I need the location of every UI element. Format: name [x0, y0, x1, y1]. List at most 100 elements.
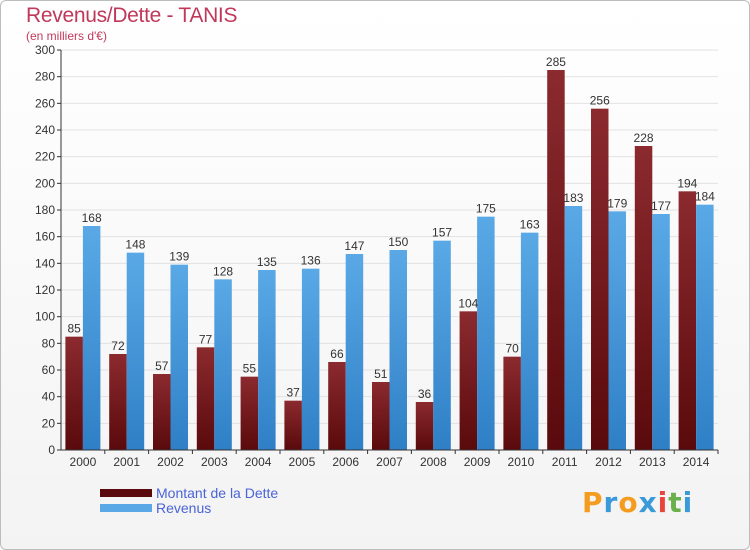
y-axis-ticks: 0 20 40 60 80 100 120 140 160 180 200 220 240 260 280 3… [35, 43, 61, 457]
data-label-debt: 51 [374, 367, 388, 381]
x-tick-label: 2004 [245, 455, 272, 469]
bar-debt [591, 108, 609, 451]
logo-letter: o [618, 486, 639, 519]
bar-revenue [301, 268, 320, 450]
proxiti-logo: Proxiti [582, 486, 693, 519]
data-label-debt: 57 [155, 359, 169, 373]
bar-debt [678, 191, 697, 451]
bar-debt [284, 400, 302, 450]
y-tick-label: 220 [35, 150, 55, 164]
x-tick-label: 2014 [683, 455, 710, 469]
data-label-revenue: 147 [344, 239, 364, 253]
data-label-debt: 194 [677, 176, 697, 190]
bar-debt [634, 146, 653, 450]
x-tick-label: 2003 [201, 455, 228, 469]
chart-title: Revenus/Dette - TANIS [26, 4, 238, 27]
bar-debt [328, 362, 346, 450]
y-tick-label: 140 [35, 256, 55, 270]
data-label-revenue: 168 [82, 211, 102, 225]
x-tick-label: 2012 [595, 455, 622, 469]
data-label-debt: 55 [243, 362, 257, 376]
bar-revenue [520, 232, 539, 450]
x-tick-label: 2009 [464, 455, 491, 469]
data-label-revenue: 128 [213, 264, 233, 278]
bar-revenue [126, 252, 145, 450]
data-label-revenue: 183 [563, 191, 583, 205]
bar-revenue [564, 206, 583, 450]
data-label-debt: 72 [111, 339, 125, 353]
data-label-revenue: 136 [301, 254, 321, 268]
bar-revenue [608, 211, 626, 450]
data-label-debt: 256 [590, 94, 610, 108]
data-label-debt: 104 [458, 296, 478, 310]
x-axis-ticks: 2000 2001 2002 2003 2004 2005 2006 2007 2008 2009… [70, 450, 719, 469]
bar-debt [196, 347, 215, 450]
bar-revenue [652, 214, 670, 450]
legend-label-revenue: Revenus [156, 500, 212, 516]
data-labels: 85 168 72 148 57 139 77 128 55 135 37 136 66 147 51 150… [67, 55, 715, 401]
bar-debt [240, 376, 259, 450]
data-label-revenue: 150 [388, 235, 408, 249]
data-label-revenue: 157 [432, 226, 452, 240]
x-tick-label: 2011 [552, 455, 578, 469]
bar-revenue [214, 279, 232, 450]
legend-label-debt: Montant de la Dette [156, 485, 279, 501]
logo-letter: x [638, 486, 658, 519]
y-tick-label: 120 [35, 283, 55, 297]
logo-letter: i [657, 486, 669, 519]
bar-debt [372, 382, 390, 450]
data-label-debt: 85 [67, 322, 81, 336]
bar-debt [415, 402, 434, 450]
bar-debt [503, 356, 521, 450]
x-tick-label: 2008 [420, 455, 447, 469]
data-label-revenue: 139 [169, 250, 189, 264]
bar-revenue [433, 240, 451, 450]
bar-revenue [345, 254, 364, 450]
bar-debt [153, 374, 171, 450]
y-tick-label: 200 [35, 176, 55, 190]
y-tick-label: 100 [35, 310, 55, 324]
data-label-revenue: 175 [476, 202, 496, 216]
y-tick-label: 300 [35, 43, 55, 57]
data-label-revenue: 163 [520, 218, 540, 232]
data-label-revenue: 184 [695, 190, 715, 204]
data-label-debt: 37 [286, 386, 300, 400]
data-label-debt: 285 [546, 55, 566, 69]
bar-revenue [170, 264, 188, 450]
data-label-revenue: 177 [651, 199, 671, 213]
x-tick-label: 2013 [639, 455, 666, 469]
bar-revenue [258, 270, 276, 450]
x-tick-label: 2000 [70, 455, 97, 469]
data-label-debt: 77 [199, 332, 213, 346]
logo-letter: t [668, 486, 683, 519]
y-tick-label: 240 [35, 123, 55, 137]
bar-revenue [389, 250, 407, 450]
x-tick-label: 2007 [376, 455, 403, 469]
x-tick-label: 2006 [332, 455, 359, 469]
y-tick-label: 40 [42, 390, 56, 404]
y-tick-label: 280 [35, 70, 55, 84]
bar-debt [65, 336, 83, 450]
data-label-revenue: 148 [125, 238, 145, 252]
bar-revenue [82, 226, 101, 450]
x-tick-label: 2001 [113, 455, 140, 469]
logo-letter: r [603, 486, 619, 519]
x-tick-label: 2002 [157, 455, 184, 469]
logo-letter: i [682, 486, 694, 519]
data-label-revenue: 179 [607, 196, 627, 210]
bar-revenue [696, 204, 714, 450]
y-tick-label: 260 [35, 96, 55, 110]
y-tick-label: 20 [42, 416, 56, 430]
chart-subtitle: (en milliers d'€) [26, 29, 107, 43]
y-tick-label: 80 [42, 336, 56, 350]
bar-debt [459, 311, 478, 450]
y-tick-label: 0 [48, 443, 55, 457]
y-tick-label: 60 [42, 363, 56, 377]
bar-debt [109, 354, 127, 450]
bars-group [65, 70, 714, 451]
data-label-debt: 228 [634, 131, 654, 145]
data-label-revenue: 135 [257, 255, 277, 269]
y-tick-label: 180 [35, 203, 55, 217]
logo-letter: P [582, 486, 604, 519]
